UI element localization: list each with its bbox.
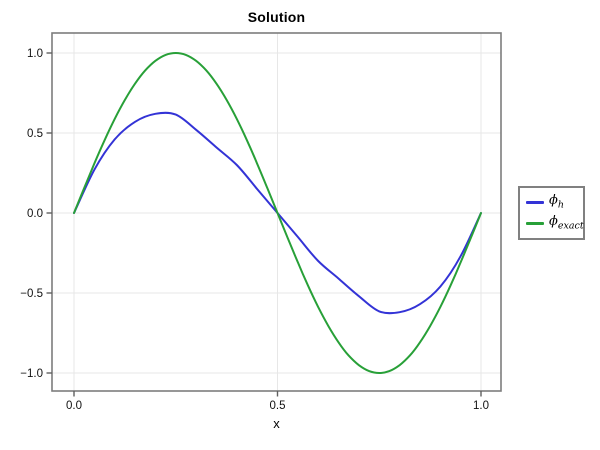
y-tick-label: 0.5 <box>27 128 43 140</box>
x-axis-label: x <box>273 416 280 431</box>
phi-exact-subscript: exact <box>557 221 584 233</box>
y-tick-label: −1.0 <box>20 368 43 380</box>
legend-swatch-phi-exact <box>526 222 544 225</box>
x-tick-label: 1.0 <box>473 400 489 412</box>
legend-item-phi-exact: ϕexact <box>526 215 584 231</box>
x-tick-label: 0.0 <box>66 400 82 412</box>
y-tick-label: −0.5 <box>20 288 43 300</box>
plot-title: Solution <box>247 9 306 25</box>
phi-symbol: ϕ <box>549 193 558 209</box>
y-tick-label: 0.0 <box>27 208 43 220</box>
legend-item-phi-h: ϕh <box>526 194 583 210</box>
legend: ϕh ϕexact <box>518 186 585 240</box>
x-tick-label: 0.5 <box>270 400 286 412</box>
phi-h-subscript: h <box>557 200 564 212</box>
legend-label-phi-exact: ϕexact <box>549 215 584 231</box>
legend-swatch-phi-h <box>526 201 544 204</box>
phi-symbol: ϕ <box>549 214 558 230</box>
y-tick-label: 1.0 <box>27 48 43 60</box>
legend-label-phi-h: ϕh <box>549 194 564 210</box>
